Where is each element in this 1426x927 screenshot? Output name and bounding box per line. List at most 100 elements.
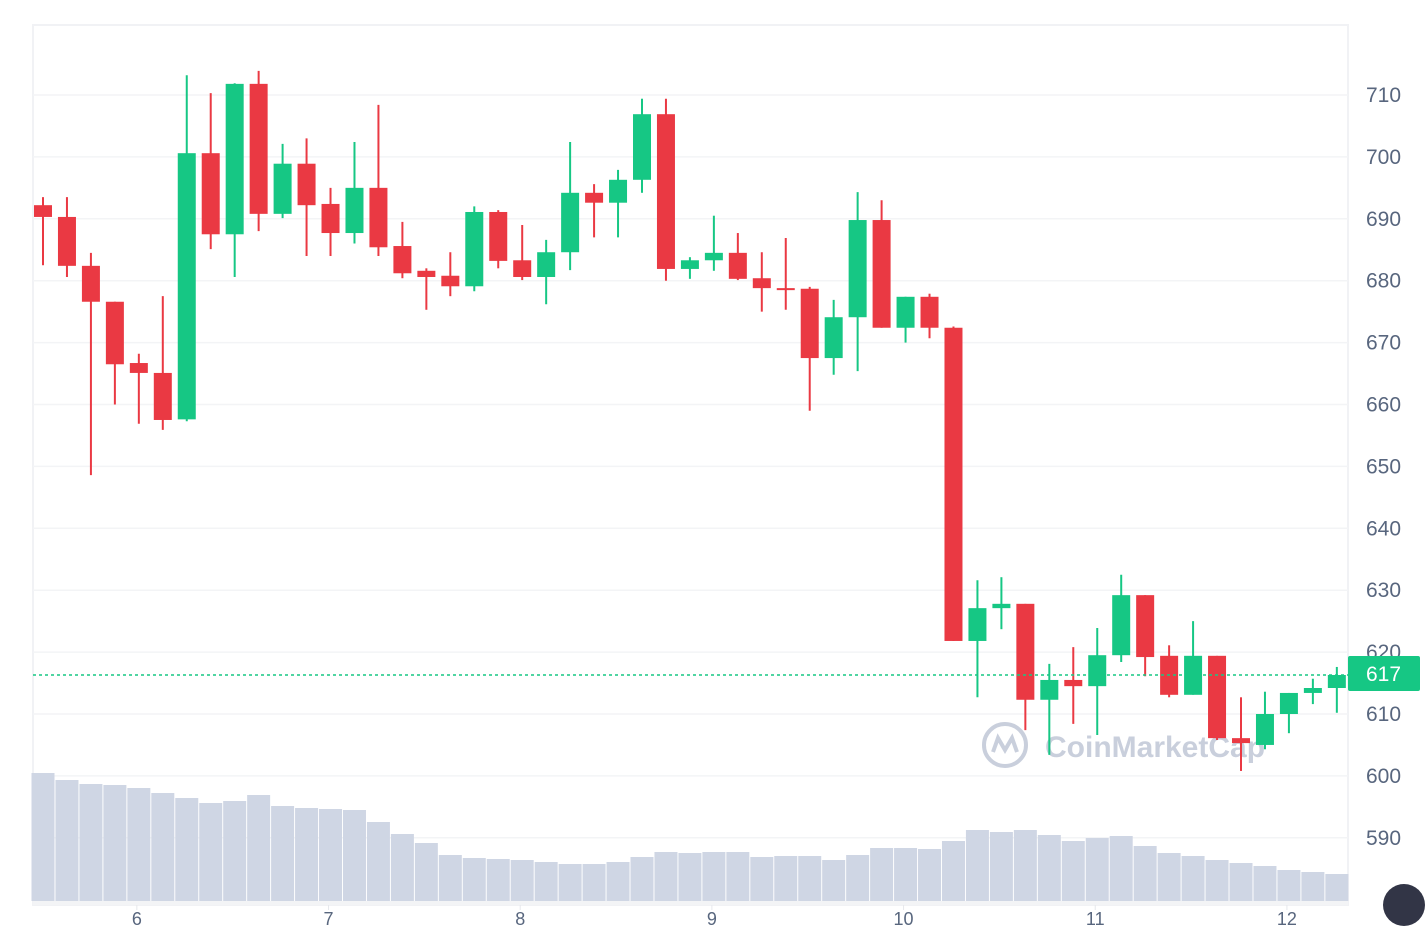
candle-up — [1040, 663, 1059, 755]
volume-bar — [462, 858, 486, 901]
y-tick-label: 700 — [1366, 146, 1401, 169]
candle-body — [273, 163, 292, 214]
volume-bar — [774, 856, 798, 901]
volume-bar — [1181, 856, 1205, 901]
y-tick-label: 690 — [1366, 208, 1401, 231]
candle-down — [81, 252, 100, 476]
volume-bar — [678, 853, 702, 901]
candle-down — [321, 187, 340, 256]
candle-body — [1064, 679, 1083, 687]
volume-bar — [726, 852, 750, 901]
candle-body — [1232, 738, 1250, 744]
candle-body — [968, 608, 987, 641]
candle-body — [345, 187, 364, 234]
volume-bar — [1205, 860, 1229, 901]
candle-body — [417, 270, 436, 277]
candle-up — [633, 98, 651, 193]
volume-bar — [31, 773, 55, 901]
volume-baseline — [33, 901, 1348, 905]
volume-bar — [870, 848, 894, 901]
volume-bar — [1109, 836, 1133, 901]
volume-bar — [414, 843, 438, 901]
candle-body — [249, 83, 268, 214]
candle-body — [800, 288, 819, 359]
candle-down — [944, 326, 963, 641]
candle-up — [1088, 627, 1107, 736]
candle-body — [441, 275, 460, 287]
candle-body — [992, 603, 1011, 609]
candle-body — [1088, 655, 1107, 687]
volume-bar — [1277, 870, 1301, 901]
candle-down — [585, 184, 604, 238]
candle-up — [968, 580, 987, 698]
candle-body — [537, 252, 556, 277]
candle-body — [585, 192, 604, 203]
volume-bar — [1253, 866, 1277, 901]
candle-down — [34, 197, 52, 266]
volume-bar — [295, 808, 319, 901]
candle-body — [321, 203, 340, 234]
candle-up — [609, 169, 628, 238]
candle-up — [345, 142, 364, 244]
candle-down — [1136, 595, 1155, 677]
candle-down — [249, 70, 268, 232]
volume-bar — [199, 803, 223, 901]
candle-down — [153, 296, 172, 430]
y-tick-label: 650 — [1366, 455, 1401, 478]
candle-down — [441, 252, 460, 297]
y-tick-label: 590 — [1366, 827, 1401, 850]
candle-up — [824, 299, 843, 375]
candle-body — [704, 252, 723, 261]
volume-bar — [486, 859, 510, 901]
volume-bar — [390, 834, 414, 901]
y-tick-label: 680 — [1366, 270, 1401, 293]
candle-body — [1040, 679, 1059, 700]
candle-body — [57, 216, 76, 266]
candle-body — [1136, 595, 1155, 658]
candle-up — [561, 142, 580, 271]
volume-bar — [654, 852, 678, 901]
watermark-text: CoinMarketCap — [1045, 731, 1265, 764]
y-tick-label: 710 — [1366, 84, 1401, 107]
candle-body — [872, 220, 891, 328]
volume-bar — [798, 856, 822, 901]
candle-down — [57, 197, 76, 277]
candle-body — [177, 153, 196, 420]
candle-body — [656, 114, 675, 269]
volume-bar — [918, 849, 942, 901]
candle-down — [656, 98, 675, 281]
candle-body — [489, 211, 508, 261]
volume-bar — [941, 841, 965, 901]
candle-body — [1255, 714, 1274, 745]
volume-bar — [175, 798, 199, 901]
x-tick-label: 8 — [515, 909, 525, 927]
candle-body — [752, 278, 771, 289]
volume-bar — [822, 860, 846, 901]
candle-up — [680, 257, 699, 279]
candle-body — [465, 211, 484, 287]
candle-down — [1016, 603, 1035, 731]
volume-bar — [582, 864, 606, 901]
current-price-label: 617 — [1366, 663, 1401, 686]
candle-body — [81, 265, 100, 302]
candle-down — [1232, 697, 1250, 771]
candle-down — [1160, 645, 1179, 698]
y-tick-label: 610 — [1366, 703, 1401, 726]
current-price-tag: 617 — [1348, 656, 1420, 691]
candle-down — [201, 93, 220, 250]
candle-body — [1303, 688, 1322, 693]
candle-down — [105, 301, 124, 405]
candle-body — [1112, 595, 1131, 656]
x-tick-label: 12 — [1277, 909, 1297, 927]
volume-bar — [319, 809, 343, 901]
candle-down — [369, 104, 388, 256]
y-tick-label: 660 — [1366, 394, 1401, 417]
candle-body — [1327, 675, 1346, 689]
volume-bar — [1085, 838, 1109, 901]
scroll-to-top-button[interactable] — [1383, 884, 1425, 926]
volume-bar — [55, 780, 79, 901]
candle-up — [1327, 666, 1346, 713]
candle-body — [34, 205, 52, 217]
volume-bar — [247, 795, 271, 901]
